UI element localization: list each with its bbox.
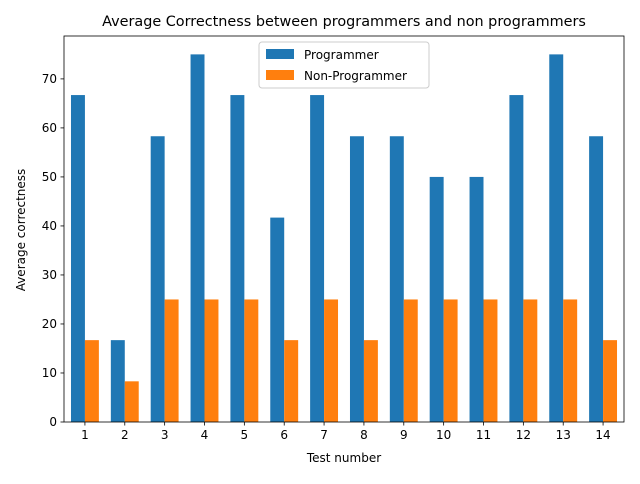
- bar: [284, 340, 299, 422]
- bar: [230, 95, 245, 422]
- x-tick-label: 7: [320, 428, 328, 442]
- x-tick-label: 1: [81, 428, 89, 442]
- bar: [403, 299, 418, 422]
- bar: [324, 299, 339, 422]
- x-tick-label: 11: [476, 428, 491, 442]
- legend: Programmer Non-Programmer: [258, 41, 430, 89]
- x-tick-label: 2: [121, 428, 129, 442]
- bar: [429, 176, 444, 422]
- bar: [164, 299, 179, 422]
- y-tick-label: 70: [42, 72, 57, 86]
- legend-label: Non-Programmer: [304, 69, 407, 83]
- chart-title: Average Correctness between programmers …: [102, 14, 586, 30]
- y-tick-label: 10: [42, 366, 57, 380]
- bar: [204, 299, 219, 422]
- y-tick-label: 30: [42, 268, 57, 282]
- bar: [589, 136, 604, 423]
- bar: [509, 95, 524, 422]
- x-tick-label: 12: [516, 428, 531, 442]
- y-tick-label: 50: [42, 170, 57, 184]
- bar: [389, 136, 404, 423]
- x-tick-label: 3: [161, 428, 169, 442]
- bar: [523, 299, 538, 422]
- legend-swatch: [266, 70, 294, 80]
- axes-frame: [63, 35, 625, 423]
- x-axis-label: Test number: [306, 451, 381, 465]
- bar: [110, 340, 125, 422]
- bar: [603, 340, 618, 422]
- x-tick-label: 8: [360, 428, 368, 442]
- y-tick-label: 40: [42, 219, 57, 233]
- x-tick-label: 6: [280, 428, 288, 442]
- bar: [363, 340, 378, 422]
- y-tick-label: 60: [42, 121, 57, 135]
- legend-label: Programmer: [304, 48, 379, 62]
- bar: [190, 54, 205, 422]
- legend-box: [258, 41, 430, 89]
- bar: [469, 176, 484, 422]
- x-tick-label: 13: [556, 428, 571, 442]
- bar: [150, 136, 165, 423]
- bar: [124, 381, 139, 422]
- x-tick-label: 5: [241, 428, 249, 442]
- x-tick-label: 9: [400, 428, 408, 442]
- y-tick-label: 20: [42, 317, 57, 331]
- bar: [563, 299, 578, 422]
- bar: [70, 95, 85, 422]
- bar: [270, 217, 285, 422]
- x-tick-label: 14: [595, 428, 610, 442]
- x-tick-label: 4: [201, 428, 209, 442]
- legend-swatch: [266, 49, 294, 59]
- bar: [483, 299, 498, 422]
- bar: [549, 54, 564, 422]
- y-axis-label: Average correctness: [14, 169, 28, 292]
- bar: [443, 299, 458, 422]
- bar: [244, 299, 259, 422]
- series-non-programmer: [84, 299, 618, 422]
- bar: [84, 340, 99, 422]
- x-tick-label: 10: [436, 428, 451, 442]
- y-tick-label: 0: [49, 415, 57, 429]
- bar: [349, 136, 364, 423]
- bar: [310, 95, 325, 422]
- series-programmer: [70, 54, 604, 423]
